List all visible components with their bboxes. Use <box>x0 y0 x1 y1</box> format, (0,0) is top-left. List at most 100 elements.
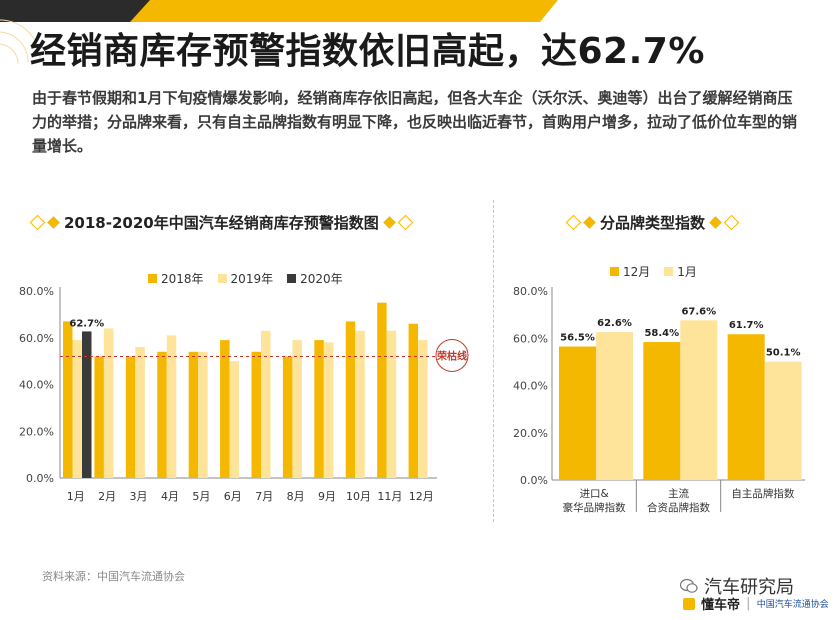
x-tick-label: 合资品牌指数 <box>647 501 710 514</box>
top-band <box>0 0 558 22</box>
x-tick-label: 12月 <box>409 490 434 503</box>
data-label: 67.6% <box>681 306 716 317</box>
diamond-filled-icon <box>382 216 396 229</box>
monthly-inventory-chart: 0.0% 20.0% 40.0% 60.0% 80.0% 1月 2月 3月 4月 5月 6月 7月 8月… <box>19 285 469 503</box>
legend-swatch-jan <box>664 267 674 276</box>
diamond-outline-icon <box>565 214 582 231</box>
x-tick-label: 10月 <box>346 490 371 503</box>
legend-label-2018: 2018年 <box>161 272 204 286</box>
diamond-outline-icon <box>723 214 740 231</box>
bar-2020年-1月 <box>82 331 92 478</box>
wechat-account-name: 汽车研究局 <box>704 577 794 598</box>
y-tick-label: 40.0% <box>513 380 548 393</box>
y-tick-label: 0.0% <box>26 472 54 485</box>
diamond-filled-icon <box>709 216 722 229</box>
y-tick-label: 60.0% <box>513 332 548 345</box>
dongchedi-logo-text: 懂车帝 <box>701 598 741 613</box>
legend-item-2018: 2018年 <box>148 270 204 287</box>
threshold-label: 荣枯线 <box>436 349 467 362</box>
wechat-watermark: 汽车研究局 <box>680 573 794 599</box>
bar-2019年-2月 <box>103 328 114 478</box>
bar-2018年-7月 <box>251 351 261 478</box>
left-chart-title: 2018-2020年中国汽车经销商库存预警指数图 <box>29 212 414 233</box>
y-tick-label: 40.0% <box>19 379 54 392</box>
bar-2019年-3月 <box>135 347 145 478</box>
legend-label-jan: 1月 <box>677 265 697 279</box>
x-tick-label: 6月 <box>224 490 242 503</box>
intro-paragraph: 由于春节假期和1月下旬疫情爆发影响，经销商库存依旧高起，但各大车企（沃尔沃、奥迪… <box>32 89 798 155</box>
section-divider <box>493 200 494 522</box>
dongchedi-logo-icon <box>683 597 695 610</box>
bar-2019年-7月 <box>261 330 271 478</box>
diamond-outline-icon <box>29 214 46 231</box>
bar-12月-1 <box>643 342 681 480</box>
x-tick-label: 9月 <box>318 490 336 503</box>
bar-1月-0 <box>596 332 633 480</box>
bar-2018年-5月 <box>188 351 199 478</box>
bar-1月-2 <box>764 361 802 480</box>
y-tick-label: 80.0% <box>513 285 548 298</box>
diamond-outline-icon <box>397 214 414 231</box>
right-chart-legend: 12月 1月 <box>610 263 697 280</box>
legend-label-2020: 2020年 <box>300 272 343 286</box>
y-tick-label: 60.0% <box>19 332 54 345</box>
brand-type-chart: 0.0% 20.0% 40.0% 60.0% 80.0% 56.5%62.6% 进口&豪华品… <box>513 285 805 514</box>
decorative-arcs <box>0 19 41 65</box>
bar-1月-1 <box>680 320 718 480</box>
bar-2019年-12月 <box>418 340 428 478</box>
x-tick-label: 进口& <box>580 488 609 500</box>
y-tick-label: 0.0% <box>520 474 548 487</box>
legend-swatch-2019 <box>217 274 227 283</box>
footer-logos: 懂车帝 | 中国汽车流通协会 <box>683 594 829 613</box>
legend-item-dec: 12月 <box>610 263 650 280</box>
legend-swatch-dec <box>610 267 619 276</box>
threshold-badge <box>435 338 469 372</box>
diamond-filled-icon <box>583 216 596 229</box>
bar-2018年-3月 <box>125 356 136 478</box>
bar-2019年-4月 <box>166 335 177 478</box>
y-tick-label: 80.0% <box>19 285 54 298</box>
x-tick-label: 7月 <box>255 490 273 503</box>
bar-2018年-8月 <box>282 356 293 478</box>
bar-2019年-9月 <box>323 342 334 478</box>
legend-swatch-2020 <box>287 274 297 283</box>
bar-2019年-11月 <box>386 330 397 478</box>
bar-2018年-6月 <box>220 340 230 478</box>
bar-2018年-10月 <box>345 321 356 478</box>
data-label: 58.4% <box>644 328 679 339</box>
x-tick-label: 11月 <box>377 490 402 503</box>
wechat-icon <box>680 578 698 593</box>
y-tick-label: 20.0% <box>19 425 54 438</box>
x-tick-label: 自主品牌指数 <box>731 487 794 500</box>
x-tick-label: 4月 <box>161 490 179 503</box>
x-tick-label: 3月 <box>130 490 148 503</box>
data-label: 56.5% <box>560 333 595 344</box>
left-chart-legend: 2018年 2019年 2020年 <box>148 270 343 287</box>
legend-item-jan: 1月 <box>664 263 697 280</box>
x-tick-label: 8月 <box>287 490 305 503</box>
x-tick-label: 1月 <box>67 490 85 503</box>
legend-label-dec: 12月 <box>623 265 651 279</box>
bar-2018年-2月 <box>94 356 104 478</box>
y-tick-label: 20.0% <box>513 427 548 440</box>
left-chart-title-text: 2018-2020年中国汽车经销商库存预警指数图 <box>64 214 379 232</box>
legend-item-2019: 2019年 <box>217 270 274 287</box>
bar-2018年-4月 <box>157 351 167 478</box>
bar-2019年-10月 <box>355 330 365 478</box>
right-chart-title: 分品牌类型指数 <box>565 212 740 233</box>
bar-2018年-1月 <box>63 321 73 478</box>
data-label: 62.6% <box>597 318 632 329</box>
bar-2019年-5月 <box>198 351 208 478</box>
page-title: 经销商库存预警指数依旧高起，达62.7% <box>30 31 705 72</box>
bar-2018年-11月 <box>377 302 387 478</box>
bar-2019年-6月 <box>229 361 240 478</box>
bar-2018年-12月 <box>408 323 419 478</box>
bar-12月-2 <box>727 334 765 480</box>
data-label-2020-jan: 62.7% <box>69 318 104 329</box>
bar-2019年-8月 <box>292 340 302 478</box>
data-label: 61.7% <box>729 320 764 331</box>
legend-label-2019: 2019年 <box>230 272 274 286</box>
x-tick-label: 主流 <box>668 487 689 500</box>
source-note: 资料来源：中国汽车流通协会 <box>42 570 185 583</box>
bar-12月-0 <box>559 346 596 480</box>
